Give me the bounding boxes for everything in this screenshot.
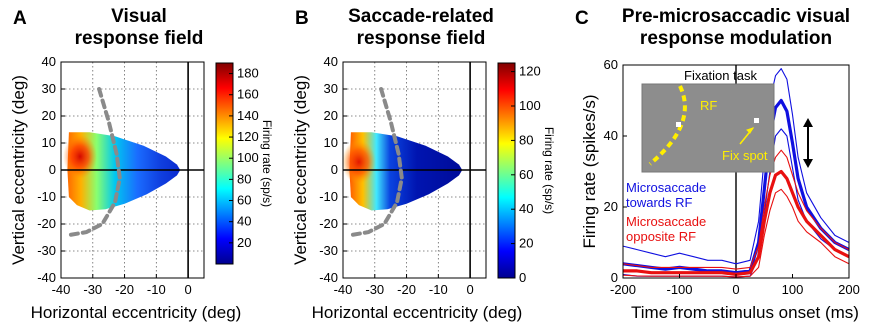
- x-tick-label: -100: [666, 282, 692, 297]
- y-tick-label: 10: [42, 135, 56, 150]
- inset-title: Fixation task: [684, 68, 757, 83]
- colorbar-tick-label: 40: [237, 214, 251, 229]
- y-tick-label: -40: [319, 270, 338, 285]
- y-axis-label: Firing rate (spikes/s): [580, 95, 599, 249]
- colorbar: [497, 62, 516, 279]
- legend-entry: Microsaccade: [626, 180, 706, 195]
- series-line: [622, 98, 850, 275]
- colorbar: [215, 62, 234, 265]
- inset-stimulus: [676, 122, 681, 127]
- series-line: [623, 169, 850, 276]
- colorbar-tick-label: 0: [519, 270, 526, 285]
- y-tick-label: 30: [324, 81, 338, 96]
- y-tick-label: 40: [604, 128, 618, 143]
- y-tick-label: 20: [42, 108, 56, 123]
- x-tick-label: -40: [334, 282, 353, 297]
- x-tick-label: -10: [429, 282, 448, 297]
- colorbar-tick-label: 160: [237, 87, 259, 102]
- panel-title-line: response field: [357, 28, 486, 49]
- x-axis-label: Time from stimulus onset (ms): [631, 303, 859, 322]
- y-tick-label: 30: [42, 81, 56, 96]
- response-field: [349, 132, 463, 211]
- inset-arrow-head: [746, 127, 755, 134]
- x-tick-label: 200: [838, 282, 860, 297]
- panel-letter: A: [13, 8, 27, 29]
- series-line: [622, 68, 850, 265]
- series-line: [622, 188, 850, 278]
- panel-title-line: Visual: [111, 6, 167, 27]
- x-tick-label: -200: [610, 282, 636, 297]
- legend-entry: towards RF: [626, 195, 693, 210]
- response-hotspot: [341, 139, 376, 184]
- rf-boundary: [68, 87, 122, 237]
- panel-letter: C: [575, 8, 589, 29]
- rf-boundary: [350, 87, 404, 237]
- colorbar-tick-label: 120: [519, 64, 541, 79]
- y-tick-label: 0: [331, 162, 338, 177]
- x-tick-label: -10: [147, 282, 166, 297]
- x-tick-label: -20: [397, 282, 416, 297]
- modulation-arrow-head: [803, 118, 813, 127]
- inset-fix-label: Fix spot: [722, 148, 768, 163]
- x-axis-label: Horizontal eccentricity (deg): [312, 303, 523, 322]
- colorbar-tick-label: 100: [237, 150, 259, 165]
- panel-title-line: response modulation: [640, 28, 832, 49]
- y-tick-label: 40: [42, 54, 56, 69]
- colorbar-tick-label: 80: [519, 132, 533, 147]
- y-tick-label: -30: [319, 243, 338, 258]
- colorbar-tick-label: 80: [237, 171, 251, 186]
- x-tick-label: -40: [52, 282, 71, 297]
- colorbar-label: Firing rate (sp/s): [260, 120, 274, 207]
- y-tick-label: 60: [604, 57, 618, 72]
- y-tick-label: 20: [604, 199, 618, 214]
- series-line: [622, 149, 850, 270]
- x-axis-label: Horizontal eccentricity (deg): [31, 303, 242, 322]
- panel-title-line: Pre-microsaccadic visual: [622, 6, 850, 27]
- colorbar-tick-label: 180: [237, 66, 259, 81]
- colorbar-tick-label: 60: [519, 167, 533, 182]
- x-tick-label: 0: [466, 282, 473, 297]
- y-tick-label: -30: [37, 243, 56, 258]
- panel-letter: B: [295, 8, 309, 29]
- modulation-arrow-head: [803, 159, 813, 168]
- y-axis-label: Vertical eccentricity (deg): [9, 75, 28, 265]
- x-tick-label: 0: [732, 282, 739, 297]
- y-tick-label: 0: [49, 162, 56, 177]
- x-tick-label: -20: [115, 282, 134, 297]
- legend-entry: Microsaccade: [626, 214, 706, 229]
- y-tick-label: -20: [37, 216, 56, 231]
- y-tick-label: -40: [37, 270, 56, 285]
- inset-rf-label: RF: [700, 98, 717, 113]
- colorbar-tick-label: 100: [519, 98, 541, 113]
- inset-fix-spot: [754, 118, 759, 123]
- x-tick-label: -30: [365, 282, 384, 297]
- colorbar-tick-label: 60: [237, 193, 251, 208]
- colorbar-label: Firing rate (sp/s): [542, 127, 556, 214]
- y-tick-label: -10: [319, 189, 338, 204]
- legend-entry: opposite RF: [626, 229, 696, 244]
- response-hotspot: [63, 134, 98, 179]
- y-tick-label: 10: [324, 135, 338, 150]
- colorbar-tick-label: 120: [237, 129, 259, 144]
- panel-title-line: Saccade-related: [348, 6, 494, 27]
- colorbar-tick-label: 20: [237, 235, 251, 250]
- x-tick-label: 0: [184, 282, 191, 297]
- y-tick-label: -20: [319, 216, 338, 231]
- y-tick-label: -10: [37, 189, 56, 204]
- x-tick-label: -30: [83, 282, 102, 297]
- colorbar-tick-label: 140: [237, 108, 259, 123]
- y-tick-label: 0: [611, 270, 618, 285]
- y-axis-label: Vertical eccentricity (deg): [291, 75, 310, 265]
- y-tick-label: 40: [324, 54, 338, 69]
- y-tick-label: 20: [324, 108, 338, 123]
- colorbar-tick-label: 40: [519, 201, 533, 216]
- x-tick-label: 100: [782, 282, 804, 297]
- colorbar-tick-label: 20: [519, 236, 533, 251]
- panel-title-line: response field: [75, 28, 204, 49]
